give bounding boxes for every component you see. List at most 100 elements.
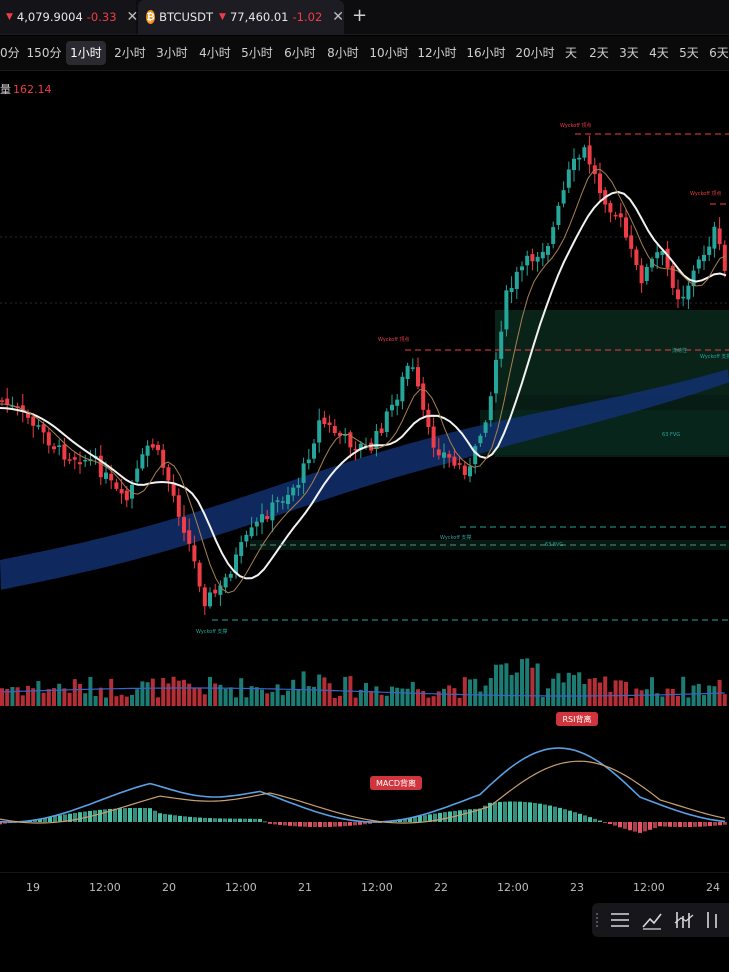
volume-bar — [166, 683, 171, 706]
macd-hist-bar — [518, 801, 522, 822]
candle-body — [390, 404, 394, 411]
macd-hist-bar — [123, 808, 127, 822]
macd-hist-bar — [68, 813, 72, 822]
macd-hist-bar — [628, 822, 632, 831]
macd-hist-bar — [48, 816, 52, 822]
interval-item[interactable]: 0分 — [0, 46, 20, 60]
interval-item[interactable]: 20小时 — [515, 46, 555, 60]
interval-item[interactable]: 6天 — [709, 46, 729, 60]
volume-bar — [46, 689, 51, 706]
candle-body — [208, 592, 212, 607]
macd-hist-bar — [338, 822, 342, 827]
macd-hist-bar — [433, 813, 437, 822]
candle-body — [353, 448, 358, 451]
candle-body — [296, 485, 301, 488]
macd-hist-bar — [423, 815, 427, 822]
candle-body — [436, 449, 441, 456]
trend-line-icon[interactable] — [640, 909, 664, 931]
volume-bar — [535, 663, 540, 706]
interval-item[interactable]: 5天 — [679, 46, 699, 60]
price-chart[interactable]: Wyckoff 顶点 Wyckoff 顶点 Wyckoff 顶点 Wyckoff… — [0, 72, 729, 872]
volume-bar — [332, 697, 337, 706]
close-icon[interactable]: ✕ — [126, 9, 139, 25]
volume-bar — [598, 682, 602, 706]
volume-bar — [473, 678, 478, 706]
volume-bar — [187, 683, 192, 706]
symbol-tab-eth[interactable]: ▼ 4,079.9004 -0.33 ✕ — [0, 0, 139, 34]
volume-bar — [634, 688, 639, 706]
volume-bar — [566, 672, 571, 706]
candle-body — [161, 449, 166, 468]
interval-item[interactable]: 12小时 — [417, 46, 457, 60]
volume-bar — [213, 683, 218, 706]
interval-item[interactable]: 5小时 — [241, 46, 273, 60]
ma-white-line — [0, 190, 727, 580]
candle-body — [494, 359, 498, 394]
time-label: 22 — [434, 881, 448, 894]
candle-body — [613, 214, 618, 217]
volume-bar — [124, 696, 129, 706]
interval-item[interactable]: 3小时 — [156, 46, 188, 60]
volume-bar — [130, 694, 134, 706]
candle-body — [192, 545, 197, 562]
interval-item-active[interactable]: 1小时 — [66, 41, 106, 65]
volume-bar — [660, 696, 665, 706]
symbol-tab-btcusdt[interactable]: ₿ BTCUSDT ▼ 77,460.01 -1.02 ✕ — [138, 0, 344, 34]
interval-item[interactable]: 2天 — [589, 46, 609, 60]
macd-hist-bar — [368, 822, 372, 824]
candle-body — [244, 534, 249, 542]
candle-body — [348, 432, 353, 448]
macd-hist-bar — [268, 822, 272, 824]
macd-hist-bar — [538, 803, 542, 822]
interval-item[interactable]: 天 — [564, 46, 577, 60]
ma-tan-line — [0, 168, 727, 594]
volume-bar — [400, 688, 405, 706]
macd-hist-bar — [138, 807, 142, 822]
candle-body — [452, 456, 457, 466]
wyckoff-support-label: Wyckoff 支撑 — [440, 534, 471, 541]
indicator-bars-icon[interactable] — [672, 909, 696, 931]
macd-hist-bar — [113, 808, 117, 822]
candle-body — [561, 190, 566, 204]
interval-item[interactable]: 8小时 — [327, 46, 359, 60]
candle-body — [322, 417, 327, 425]
macd-hist-bar — [558, 807, 562, 822]
candle-body — [442, 452, 446, 458]
volume-bar — [20, 695, 25, 706]
volume-bar — [26, 685, 30, 706]
candle-body — [655, 252, 660, 259]
volume-bar — [15, 687, 20, 706]
candle-body — [166, 467, 171, 481]
interval-item[interactable]: 10小时 — [369, 46, 409, 60]
interval-item[interactable]: 6小时 — [284, 46, 316, 60]
macd-hist-bar — [168, 814, 172, 822]
volume-bar — [395, 687, 400, 706]
dashed-levels — [212, 133, 729, 621]
macd-hist-bar — [253, 818, 257, 822]
interval-item[interactable]: 4小时 — [199, 46, 231, 60]
interval-item[interactable]: 3天 — [619, 46, 639, 60]
candle-body — [0, 400, 4, 402]
candle-body — [187, 530, 192, 544]
add-tab-icon[interactable]: + — [352, 5, 368, 26]
candle-body — [218, 585, 223, 595]
macd-hist-bar — [693, 822, 697, 827]
candle-body — [239, 542, 244, 556]
interval-item[interactable]: 4天 — [649, 46, 669, 60]
drawing-toolbar — [592, 903, 729, 937]
interval-item[interactable]: 150分 — [26, 46, 62, 60]
interval-item[interactable]: 16小时 — [466, 46, 506, 60]
chart-style-icon[interactable] — [702, 909, 726, 931]
candle-body — [114, 482, 119, 489]
menu-lines-icon[interactable] — [608, 909, 632, 931]
macd-cross-badge: MACD背离 — [370, 776, 422, 790]
macd-hist-bar — [723, 822, 727, 825]
volume-bar — [161, 678, 166, 706]
macd-hist-bar — [78, 812, 82, 822]
drag-handle[interactable] — [596, 913, 600, 927]
volume-bar — [499, 664, 504, 706]
volume-bar — [416, 689, 420, 706]
close-icon[interactable]: ✕ — [332, 9, 344, 25]
macd-hist-bar — [568, 810, 572, 822]
interval-item[interactable]: 2小时 — [114, 46, 146, 60]
